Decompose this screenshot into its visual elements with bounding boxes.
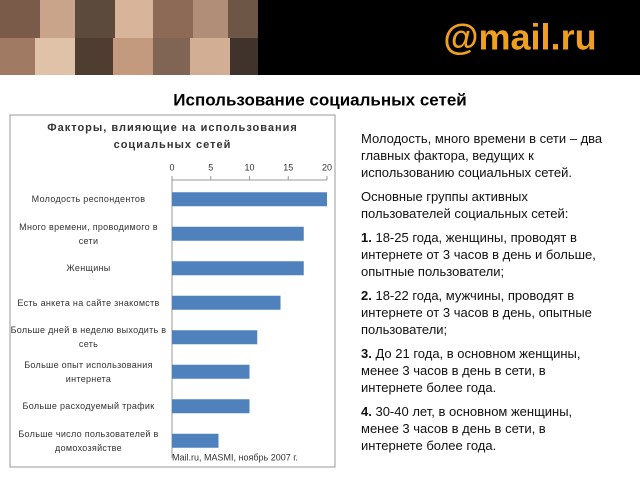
group-item: 3. До 21 года, в основном женщины, менее… — [361, 345, 611, 396]
group-item: 1. 18-25 года, женщины, проводят в интер… — [361, 229, 611, 280]
text-panel: Молодость, много времени в сети – два гл… — [361, 130, 611, 461]
bar — [172, 192, 327, 207]
groups-heading: Основные группы активных пользователей с… — [361, 189, 569, 221]
group-item: 2. 18-22 года, мужчины, проводят в интер… — [361, 287, 611, 338]
source-note: Mail.ru, MASMI, ноябрь 2007 г. — [172, 452, 298, 462]
logo: @mail.ru — [443, 17, 596, 58]
bar — [172, 330, 258, 345]
category-label: Есть анкета на сайте знакомств — [17, 297, 160, 308]
category-label: Больше расходуемый трафик — [22, 401, 155, 412]
x-tick-label: 20 — [322, 162, 332, 172]
category-label: Больше дней в неделю выходить в сеть — [10, 325, 167, 350]
slide-title: Использование социальных сетей — [173, 90, 466, 109]
item-number: 3. — [361, 346, 372, 361]
item-number: 4. — [361, 404, 372, 419]
photo-collage — [0, 0, 258, 75]
item-text: До 21 года, в основном женщины, менее 3 … — [361, 346, 581, 395]
x-tick-label: 15 — [283, 162, 293, 172]
chart-title: Факторы, влияющие на использования социа… — [47, 122, 298, 151]
item-text: 18-22 года, мужчины, проводят в интернет… — [361, 288, 592, 337]
item-text: 18-25 года, женщины, проводят в интернет… — [361, 230, 596, 279]
x-tick-label: 10 — [244, 162, 254, 172]
category-label: Много времени, проводимого в сети — [19, 221, 158, 246]
category-label: Больше число пользователей в домохозяйст… — [18, 428, 159, 453]
group-item: 4. 30-40 лет, в основном женщины, менее … — [361, 403, 611, 454]
item-number: 1. — [361, 230, 372, 245]
bar — [172, 261, 304, 276]
category-label: Больше опыт использования интернета — [24, 359, 153, 384]
bar — [172, 433, 219, 448]
category-label: Женщины — [66, 263, 111, 274]
bar — [172, 226, 304, 241]
bar — [172, 364, 250, 379]
x-tick-label: 0 — [169, 162, 174, 172]
x-tick-label: 5 — [208, 162, 213, 172]
category-label: Молодость респондентов — [31, 194, 146, 205]
item-number: 2. — [361, 288, 372, 303]
bar — [172, 295, 281, 310]
item-text: 30-40 лет, в основном женщины, менее 3 ч… — [361, 404, 573, 453]
chart-title-box: Факторы, влияющие на использования социа… — [47, 122, 298, 151]
bar — [172, 399, 250, 414]
intro: Молодость, много времени в сети – два гл… — [361, 131, 603, 180]
